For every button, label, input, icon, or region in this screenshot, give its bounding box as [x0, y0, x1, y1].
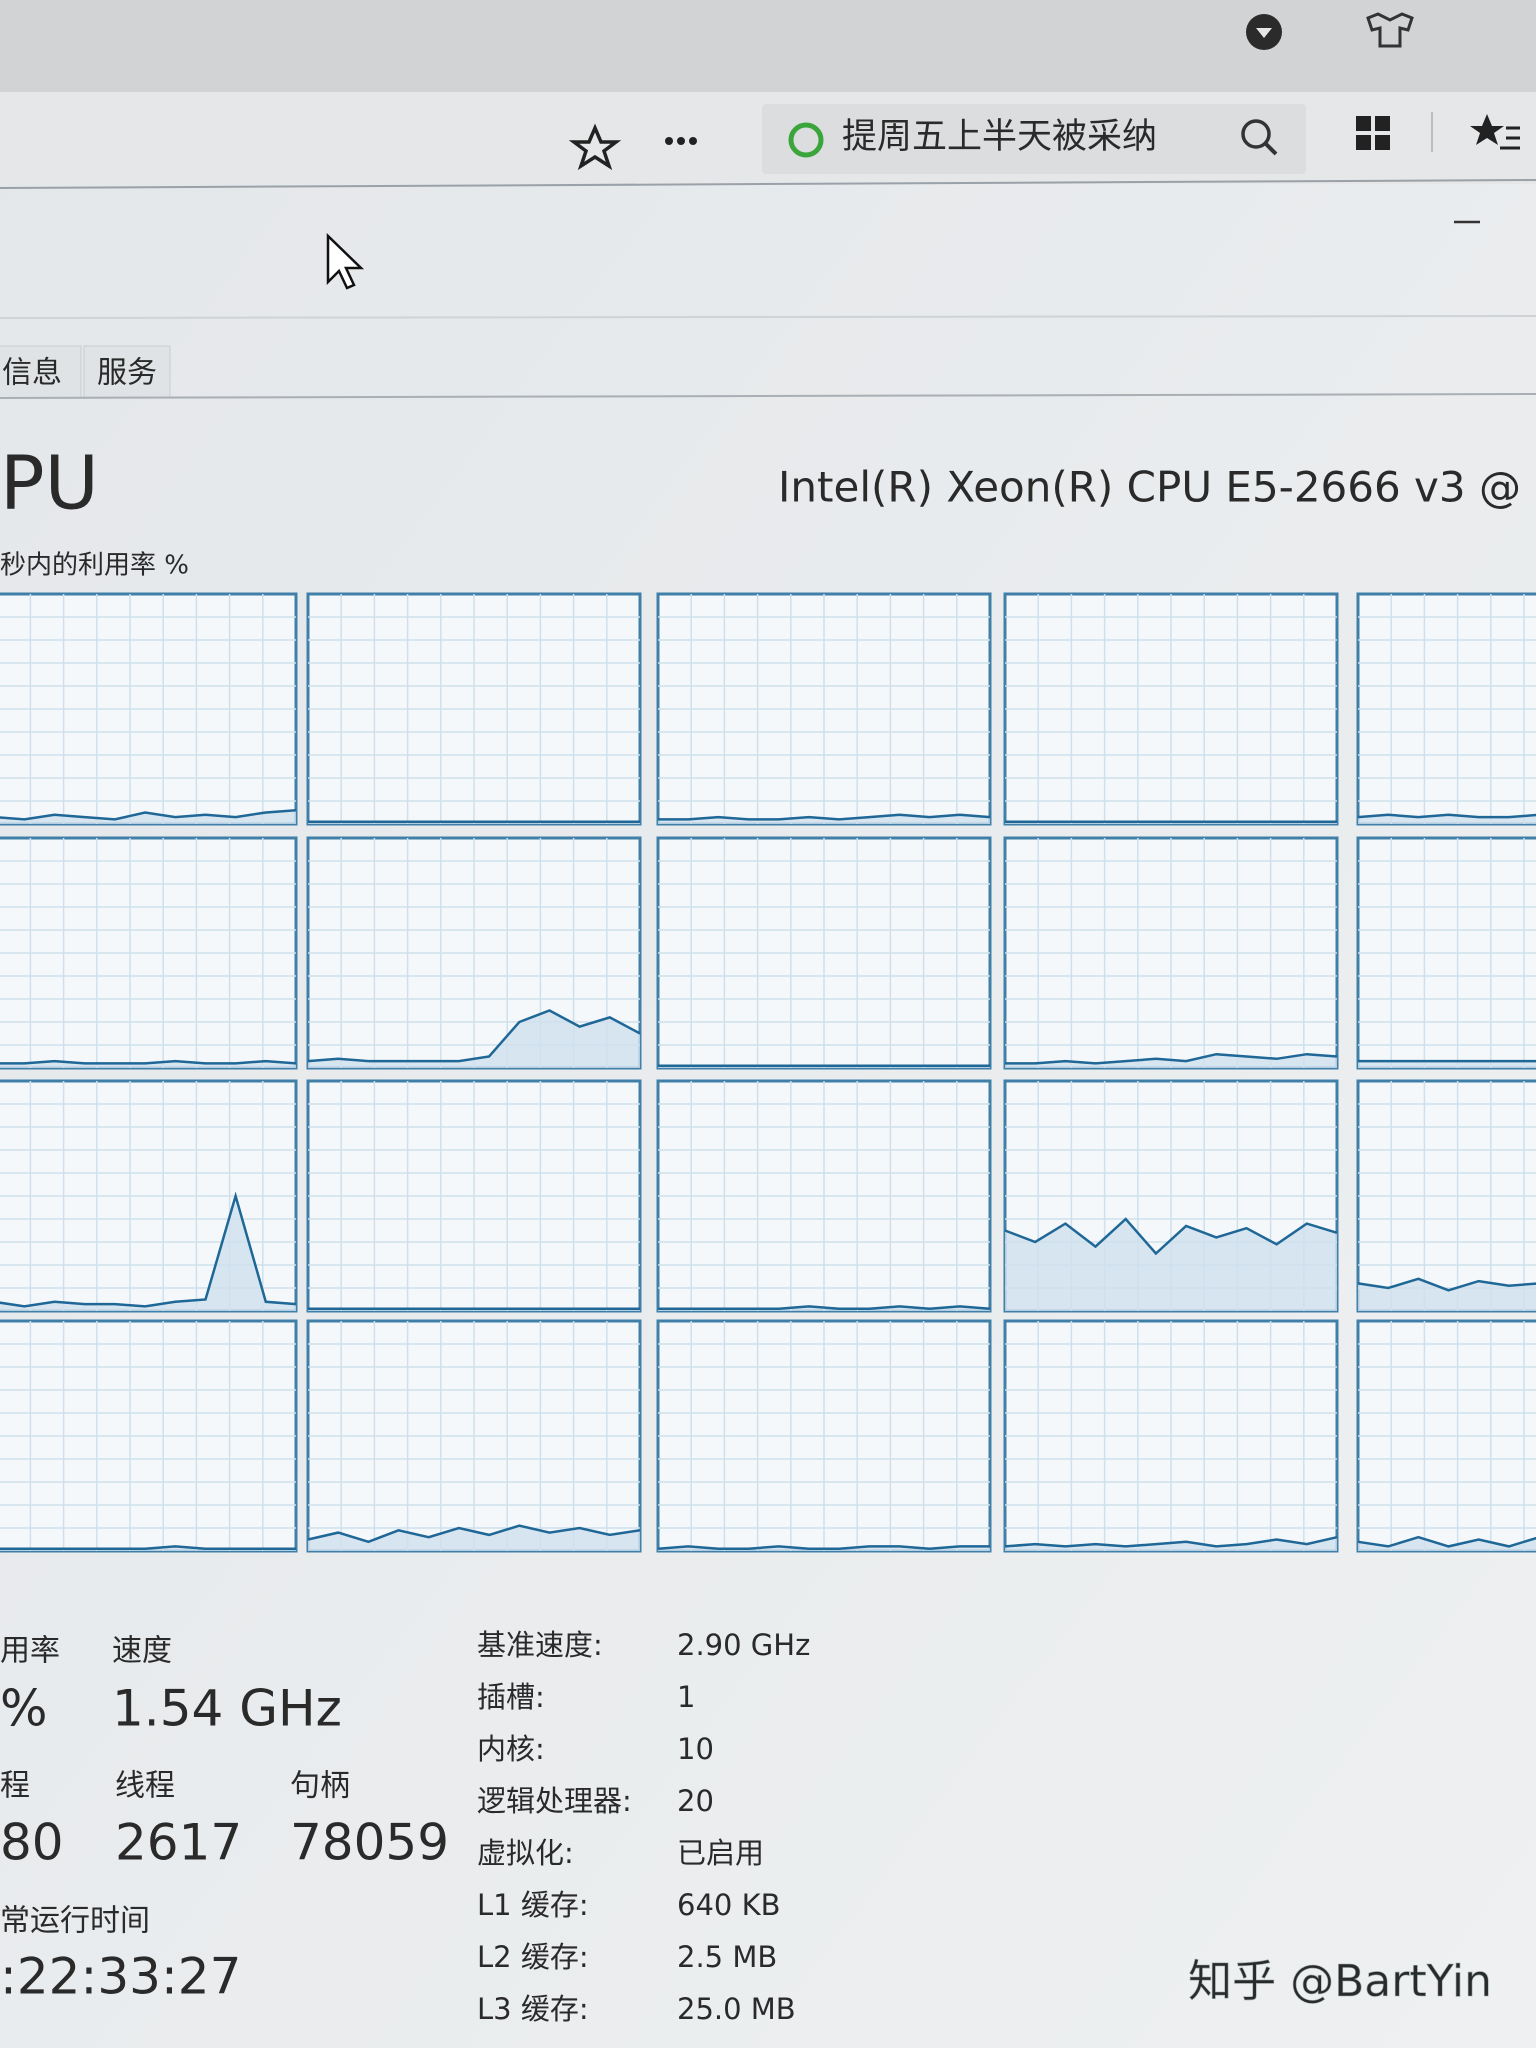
- graph-line: [1357, 1535, 1536, 1548]
- search-icon-handle: [1264, 142, 1278, 156]
- graph-line: [307, 1524, 641, 1544]
- detail-label: L1 缓存:: [477, 1888, 589, 1922]
- stat-value: :22:33:27: [0, 1948, 241, 2006]
- detail-value: 2.90 GHz: [677, 1628, 810, 1662]
- graph-line: [307, 1009, 641, 1063]
- favorites-list-lines: [1500, 126, 1520, 150]
- search-logo: [788, 122, 824, 158]
- graph-line: [1005, 1052, 1338, 1065]
- cpu-model: Intel(R) Xeon(R) CPU E5-2666 v3 @: [778, 463, 1521, 512]
- detail-value: 25.0 MB: [677, 1992, 796, 2026]
- detail-label: 内核:: [477, 1732, 545, 1766]
- graph-line: [1357, 813, 1536, 819]
- graph-line: [0, 1059, 297, 1065]
- graph-line: [1357, 1277, 1536, 1292]
- stat-label: 用率: [0, 1634, 60, 1669]
- graph-line: [658, 1305, 991, 1310]
- graph-line: [657, 1545, 990, 1550]
- stat-value: 1.54 GHz: [112, 1680, 342, 1738]
- search-box[interactable]: [762, 104, 1306, 174]
- detail-label: 虚拟化:: [477, 1836, 574, 1870]
- tab-label: 服务: [97, 356, 157, 391]
- graph-line: [1004, 1217, 1338, 1256]
- window-top-border: [0, 179, 1536, 189]
- details: 基准速度: 2.90 GHz 插槽: 1 内核: 10 逻辑处理器: 20 虚拟化: 已启用 L1 …: [477, 1628, 810, 2026]
- skin-icon[interactable]: [1366, 12, 1414, 48]
- search-text: 提周五上半天被采纳: [842, 117, 1157, 157]
- graph-label: 秒内的利用率 %: [0, 551, 189, 581]
- detail-value: 20: [677, 1784, 714, 1818]
- detail-value: 10: [677, 1732, 714, 1766]
- graph-area: [308, 1010, 640, 1068]
- detail-label: 逻辑处理器:: [477, 1784, 632, 1818]
- stat-label: 速度: [112, 1634, 172, 1669]
- graph-area: [1358, 1278, 1536, 1311]
- graph-line: [1004, 1535, 1338, 1548]
- page-title: PU: [0, 441, 99, 527]
- detail-value: 已启用: [677, 1836, 764, 1870]
- graph-grid: [0, 592, 1536, 1553]
- stat-value: %: [0, 1680, 48, 1738]
- graph-area: [1358, 1061, 1536, 1068]
- detail-label: 插槽:: [477, 1680, 545, 1714]
- favorite-icon[interactable]: [568, 123, 622, 171]
- detail-value: 640 KB: [677, 1888, 780, 1922]
- detail-label: L2 缓存:: [477, 1940, 589, 1974]
- detail-value: 2.5 MB: [677, 1940, 777, 1974]
- stat-label: 线程: [115, 1769, 175, 1804]
- graph-line: [0, 808, 297, 821]
- stat-value: 78059: [290, 1814, 449, 1872]
- graph-line: [658, 813, 991, 821]
- stat-value: 80: [0, 1814, 64, 1872]
- stat-label: 程: [0, 1769, 30, 1804]
- tab[interactable]: [0, 345, 82, 399]
- detail-label: L3 缓存:: [477, 1992, 589, 2026]
- more-icon[interactable]: [665, 137, 697, 145]
- stats: 用率% 速度 1.54 GHz 程 80 线程 2617 句柄 78059 常运行时间 :22:33…: [0, 1634, 449, 2006]
- search-icon[interactable]: [1241, 119, 1271, 149]
- stat-value: 2617: [115, 1814, 242, 1872]
- detail-label: 基准速度:: [477, 1628, 603, 1662]
- graph-area: [0, 1196, 296, 1311]
- browser-top-bar: [0, 0, 1536, 92]
- detail-value: 1: [677, 1680, 695, 1714]
- favorites-list-icon[interactable]: [1470, 114, 1504, 145]
- apps-icon[interactable]: [1356, 116, 1390, 150]
- tab[interactable]: [83, 345, 171, 399]
- graph-line: [0, 1191, 297, 1308]
- graph-area: [1358, 1537, 1536, 1551]
- watermark: 知乎 @BartYin: [1188, 1956, 1492, 2007]
- download-icon-arrow: [1256, 28, 1272, 38]
- tab-divider: [0, 393, 1536, 399]
- graph-line: [0, 1545, 296, 1550]
- menu-divider: [0, 315, 1536, 319]
- stat-label: 常运行时间: [0, 1904, 150, 1939]
- graph-area: [0, 810, 296, 824]
- mouse-cursor: [326, 233, 365, 290]
- tab-label: 信息: [2, 356, 62, 391]
- stat-label: 句柄: [290, 1769, 350, 1804]
